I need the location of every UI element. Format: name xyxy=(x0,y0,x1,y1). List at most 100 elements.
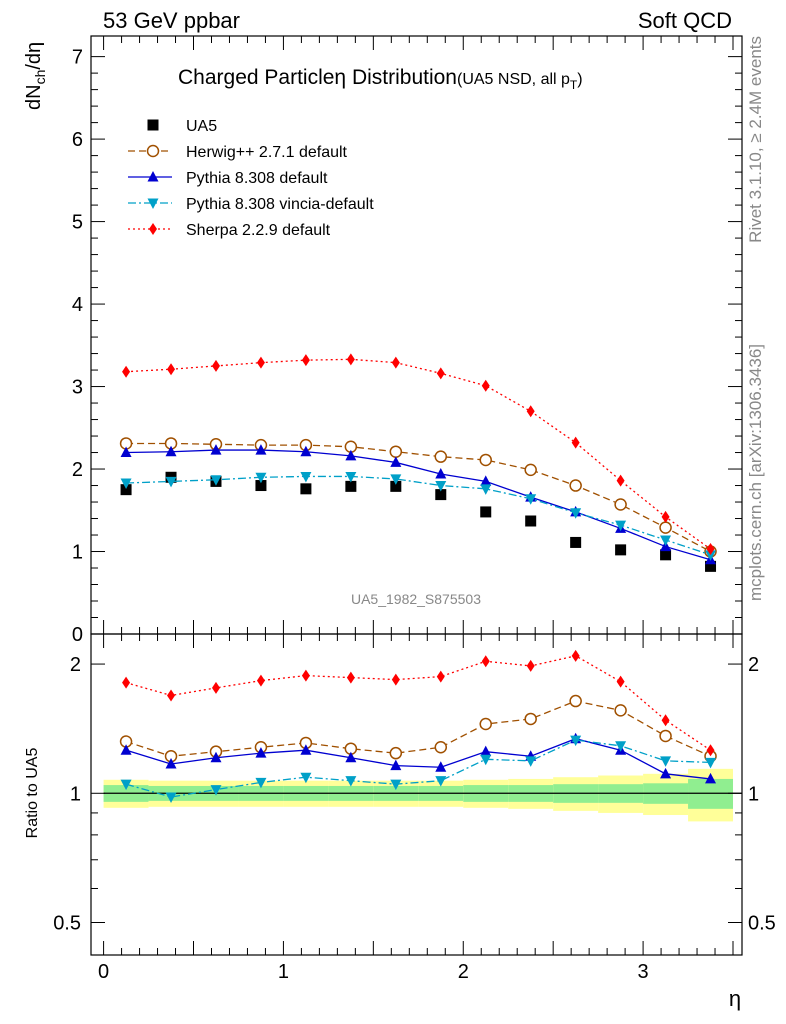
main-series-3-point xyxy=(525,494,537,505)
legend-entry-4-label: Sherpa 2.2.9 default xyxy=(186,222,331,239)
ratio-series-3-point xyxy=(436,670,445,683)
ratio-series-1-point xyxy=(480,745,492,757)
main-ylabel-text: dN xyxy=(23,84,45,110)
ratio-series-1-point xyxy=(210,751,222,763)
main-title-text: Charged Particle xyxy=(178,66,334,89)
main-series-1-point xyxy=(569,479,582,492)
ratio-series-2-point xyxy=(120,779,132,791)
ratio-series-2-point xyxy=(165,792,177,804)
main-ytick-label: 5 xyxy=(72,212,83,234)
ratio-series-3-point xyxy=(301,669,310,682)
legend-entry-2: Pythia 8.308 default xyxy=(128,170,328,187)
main-series-0-point xyxy=(705,560,717,572)
main-series-2-point xyxy=(435,467,447,479)
legend-entry-3-marker xyxy=(147,198,159,209)
ratio-series-1-point xyxy=(390,759,402,771)
main-series-0-point xyxy=(435,489,447,501)
main-series-4-point xyxy=(301,354,310,367)
main-series-2-point xyxy=(390,456,402,467)
ratio-series-0-point xyxy=(479,717,492,731)
main-ytick-label: 2 xyxy=(72,459,83,481)
ratio-xtick-label: 3 xyxy=(638,961,649,983)
main-series-3-point xyxy=(390,474,402,485)
ratio-series-0 xyxy=(119,694,717,763)
ratio-series-2-point xyxy=(300,772,312,784)
ratio-ytick-label: 1 xyxy=(70,783,81,805)
main-series-3-point xyxy=(210,475,222,486)
main-series-0-point xyxy=(525,515,537,527)
main-series-3-point xyxy=(345,471,357,483)
ratio-series-2-point xyxy=(480,754,492,766)
main-series-1-point xyxy=(659,521,672,534)
main-series-3-point xyxy=(300,471,312,483)
main-series-4-point xyxy=(211,359,220,372)
main-series-4 xyxy=(122,353,715,556)
main-series-2-point xyxy=(255,444,267,455)
main-series-0-point xyxy=(255,480,267,492)
ratio-frame xyxy=(90,633,743,956)
ratio-series-1-point xyxy=(255,747,267,758)
main-ytick-label: 3 xyxy=(72,377,83,399)
ratio-series-0-point xyxy=(524,712,537,726)
x-axis-label: η xyxy=(729,986,741,1011)
legend-entry-1-marker xyxy=(146,144,160,158)
main-series-1-point xyxy=(434,450,448,463)
main-series-2-point xyxy=(165,445,177,457)
main-series-4-point xyxy=(526,405,535,418)
rivet-label: Rivet 3.1.10, ≥ 2.4M events xyxy=(746,36,765,243)
main-series-1-point xyxy=(479,453,492,467)
ratio-series-0-point xyxy=(659,729,672,743)
main-series-4-point xyxy=(436,367,445,380)
main-series-3-point xyxy=(480,484,492,495)
ratio-series-3-point xyxy=(346,671,355,684)
main-ytick-label: 4 xyxy=(72,294,83,316)
ratio-series-3-point xyxy=(256,674,265,687)
main-series-2-point xyxy=(210,444,222,455)
ratio-ytick-label-right: 1 xyxy=(748,783,759,805)
ratio-series-2-point xyxy=(525,756,537,767)
ratio-series-3-point xyxy=(616,675,625,688)
main-title: Charged Particleη Distribution(UA5 NSD, … xyxy=(178,66,583,92)
main-series-0-point xyxy=(570,536,582,548)
ratio-series-2-point xyxy=(570,735,582,747)
main-ytick-label: 7 xyxy=(72,47,83,69)
main-series-4-point xyxy=(167,363,176,376)
ratio-series-2-point xyxy=(210,785,222,796)
ratio-series-3-point xyxy=(211,681,220,694)
ratio-series-1-point xyxy=(300,744,312,755)
ratio-series-2 xyxy=(120,735,717,804)
ratio-xtick-label: 0 xyxy=(98,961,109,983)
ratio-series-2-point xyxy=(615,741,627,752)
mcplots-label: mcplots.cern.ch [arXiv:1306.3436] xyxy=(746,344,765,601)
ratio-series-0-point xyxy=(569,694,582,708)
main-title-sub-post: ) xyxy=(577,71,582,88)
main-series-3-point xyxy=(570,508,582,519)
legend-entry-0: UA5 xyxy=(147,118,217,135)
main-series-4-point xyxy=(122,365,131,378)
main-series-2-point xyxy=(300,445,312,457)
watermark: UA5_1982_S875503 xyxy=(351,591,481,607)
main-series-4-point xyxy=(616,474,625,487)
main-series-2-point xyxy=(120,446,132,458)
ratio-series-3 xyxy=(122,649,715,757)
main-series-4-point xyxy=(256,356,265,369)
main-series-3-point xyxy=(660,535,672,546)
main-series-3 xyxy=(120,471,717,561)
legend-entry-3-label: Pythia 8.308 vincia-default xyxy=(186,196,374,213)
main-series-3-line xyxy=(126,475,711,556)
ratio-series-1-point xyxy=(165,758,177,769)
legend-entry-1-label: Herwig++ 2.7.1 default xyxy=(186,144,348,161)
main-series-4-point xyxy=(706,543,715,556)
main-title-sub-subscript: T xyxy=(570,78,578,92)
ratio-ytick-label: 0.5 xyxy=(53,912,81,934)
legend-entry-3: Pythia 8.308 vincia-default xyxy=(128,196,374,213)
main-series-3-point xyxy=(615,520,627,532)
main-series-3-point xyxy=(705,550,717,561)
ratio-series-2-point xyxy=(705,757,717,769)
main-series-3-point xyxy=(120,478,132,490)
ratio-series-2-point xyxy=(390,779,402,791)
main-ylabel-sub: ch xyxy=(32,70,48,85)
ratio-series-1-point xyxy=(660,767,672,779)
main-series-0-point xyxy=(345,480,357,492)
ratio-series-3-point xyxy=(481,655,490,668)
